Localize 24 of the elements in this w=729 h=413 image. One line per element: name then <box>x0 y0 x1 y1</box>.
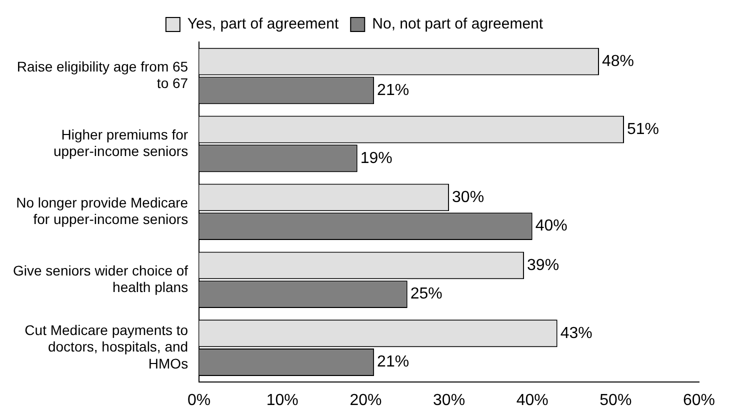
data-label: 51% <box>627 120 660 138</box>
x-tick-label: 40% <box>516 392 548 409</box>
data-label: 21% <box>377 354 410 371</box>
data-label: 48% <box>602 52 634 70</box>
x-tick-label: 0% <box>188 392 211 409</box>
y-tick-label: Give seniors wider choice of health plans <box>12 262 188 296</box>
data-label: 21% <box>377 82 410 99</box>
y-tick-label: Higher premiums for upper-income seniors <box>53 126 188 160</box>
x-tick-label: 10% <box>266 392 298 409</box>
data-label: 40% <box>535 218 568 235</box>
x-tick-label: 30% <box>433 392 466 409</box>
x-tick-label: 50% <box>600 392 632 409</box>
x-tick-label: 20% <box>350 392 382 409</box>
data-label: 39% <box>527 256 560 274</box>
data-label: 30% <box>452 188 484 206</box>
data-label: 25% <box>410 286 442 303</box>
legend-label: Yes, part of agreement <box>187 16 340 33</box>
y-tick-label: Cut Medicare payments to doctors, hospitals, and HMOs <box>24 322 188 372</box>
data-label: 19% <box>360 150 392 167</box>
legend-label: No, not part of agreement <box>372 16 544 33</box>
y-tick-label: No longer provide Medicare for upper-income seniors <box>16 194 188 228</box>
y-tick-label: Raise eligibility age from 65 to 67 <box>16 58 188 92</box>
data-label: 43% <box>560 324 592 342</box>
x-tick-label: 60% <box>682 392 716 409</box>
